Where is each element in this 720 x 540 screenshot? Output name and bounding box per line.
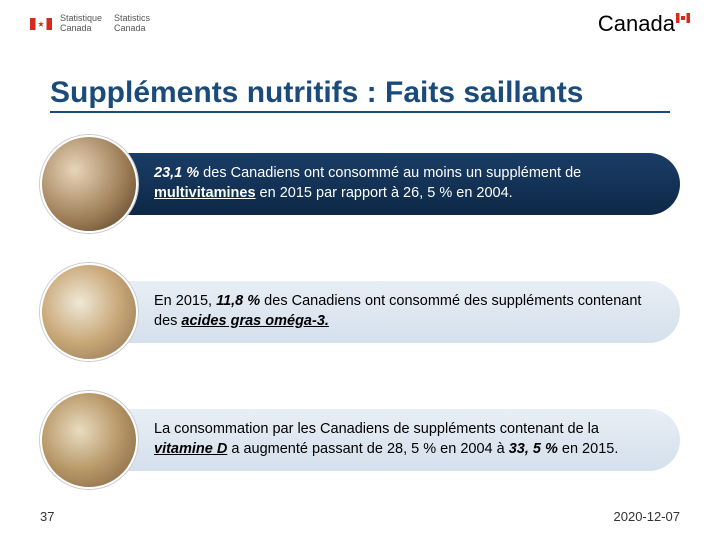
highlight-text: En 2015, 11,8 % des Canadiens ont consom… [90,281,680,342]
wordmark-flag-icon [676,13,690,23]
page-number: 37 [40,509,54,524]
statcan-text: Statistique Canada Statistics Canada [60,14,150,34]
highlight-row: 23,1 % des Canadiens ont consommé au moi… [40,135,680,233]
statcan-signature: Statistique Canada Statistics Canada [30,14,150,34]
title-container: Suppléments nutritifs : Faits saillants [0,48,720,119]
footer: 37 2020-12-07 [0,509,720,524]
highlight-row: En 2015, 11,8 % des Canadiens ont consom… [40,263,680,361]
canada-flag-icon [30,18,52,30]
highlight-row: La consommation par les Canadiens de sup… [40,391,680,489]
food-image-icon [40,135,138,233]
org-fr-2: Canada [60,24,102,34]
food-image-icon [40,263,138,361]
highlight-text: La consommation par les Canadiens de sup… [90,409,680,470]
page-title: Suppléments nutritifs : Faits saillants [50,76,670,113]
food-image-icon [40,391,138,489]
canada-wordmark: Canada [598,11,690,37]
header: Statistique Canada Statistics Canada Can… [0,0,720,48]
highlight-text: 23,1 % des Canadiens ont consommé au moi… [90,153,680,214]
wordmark-text: Canada [598,11,675,37]
org-en-2: Canada [114,24,150,34]
content-list: 23,1 % des Canadiens ont consommé au moi… [0,119,720,489]
footer-date: 2020-12-07 [614,509,681,524]
